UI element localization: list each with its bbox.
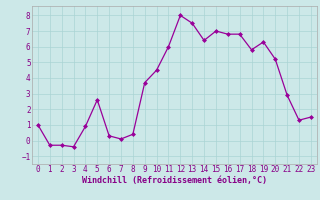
X-axis label: Windchill (Refroidissement éolien,°C): Windchill (Refroidissement éolien,°C)	[82, 176, 267, 185]
